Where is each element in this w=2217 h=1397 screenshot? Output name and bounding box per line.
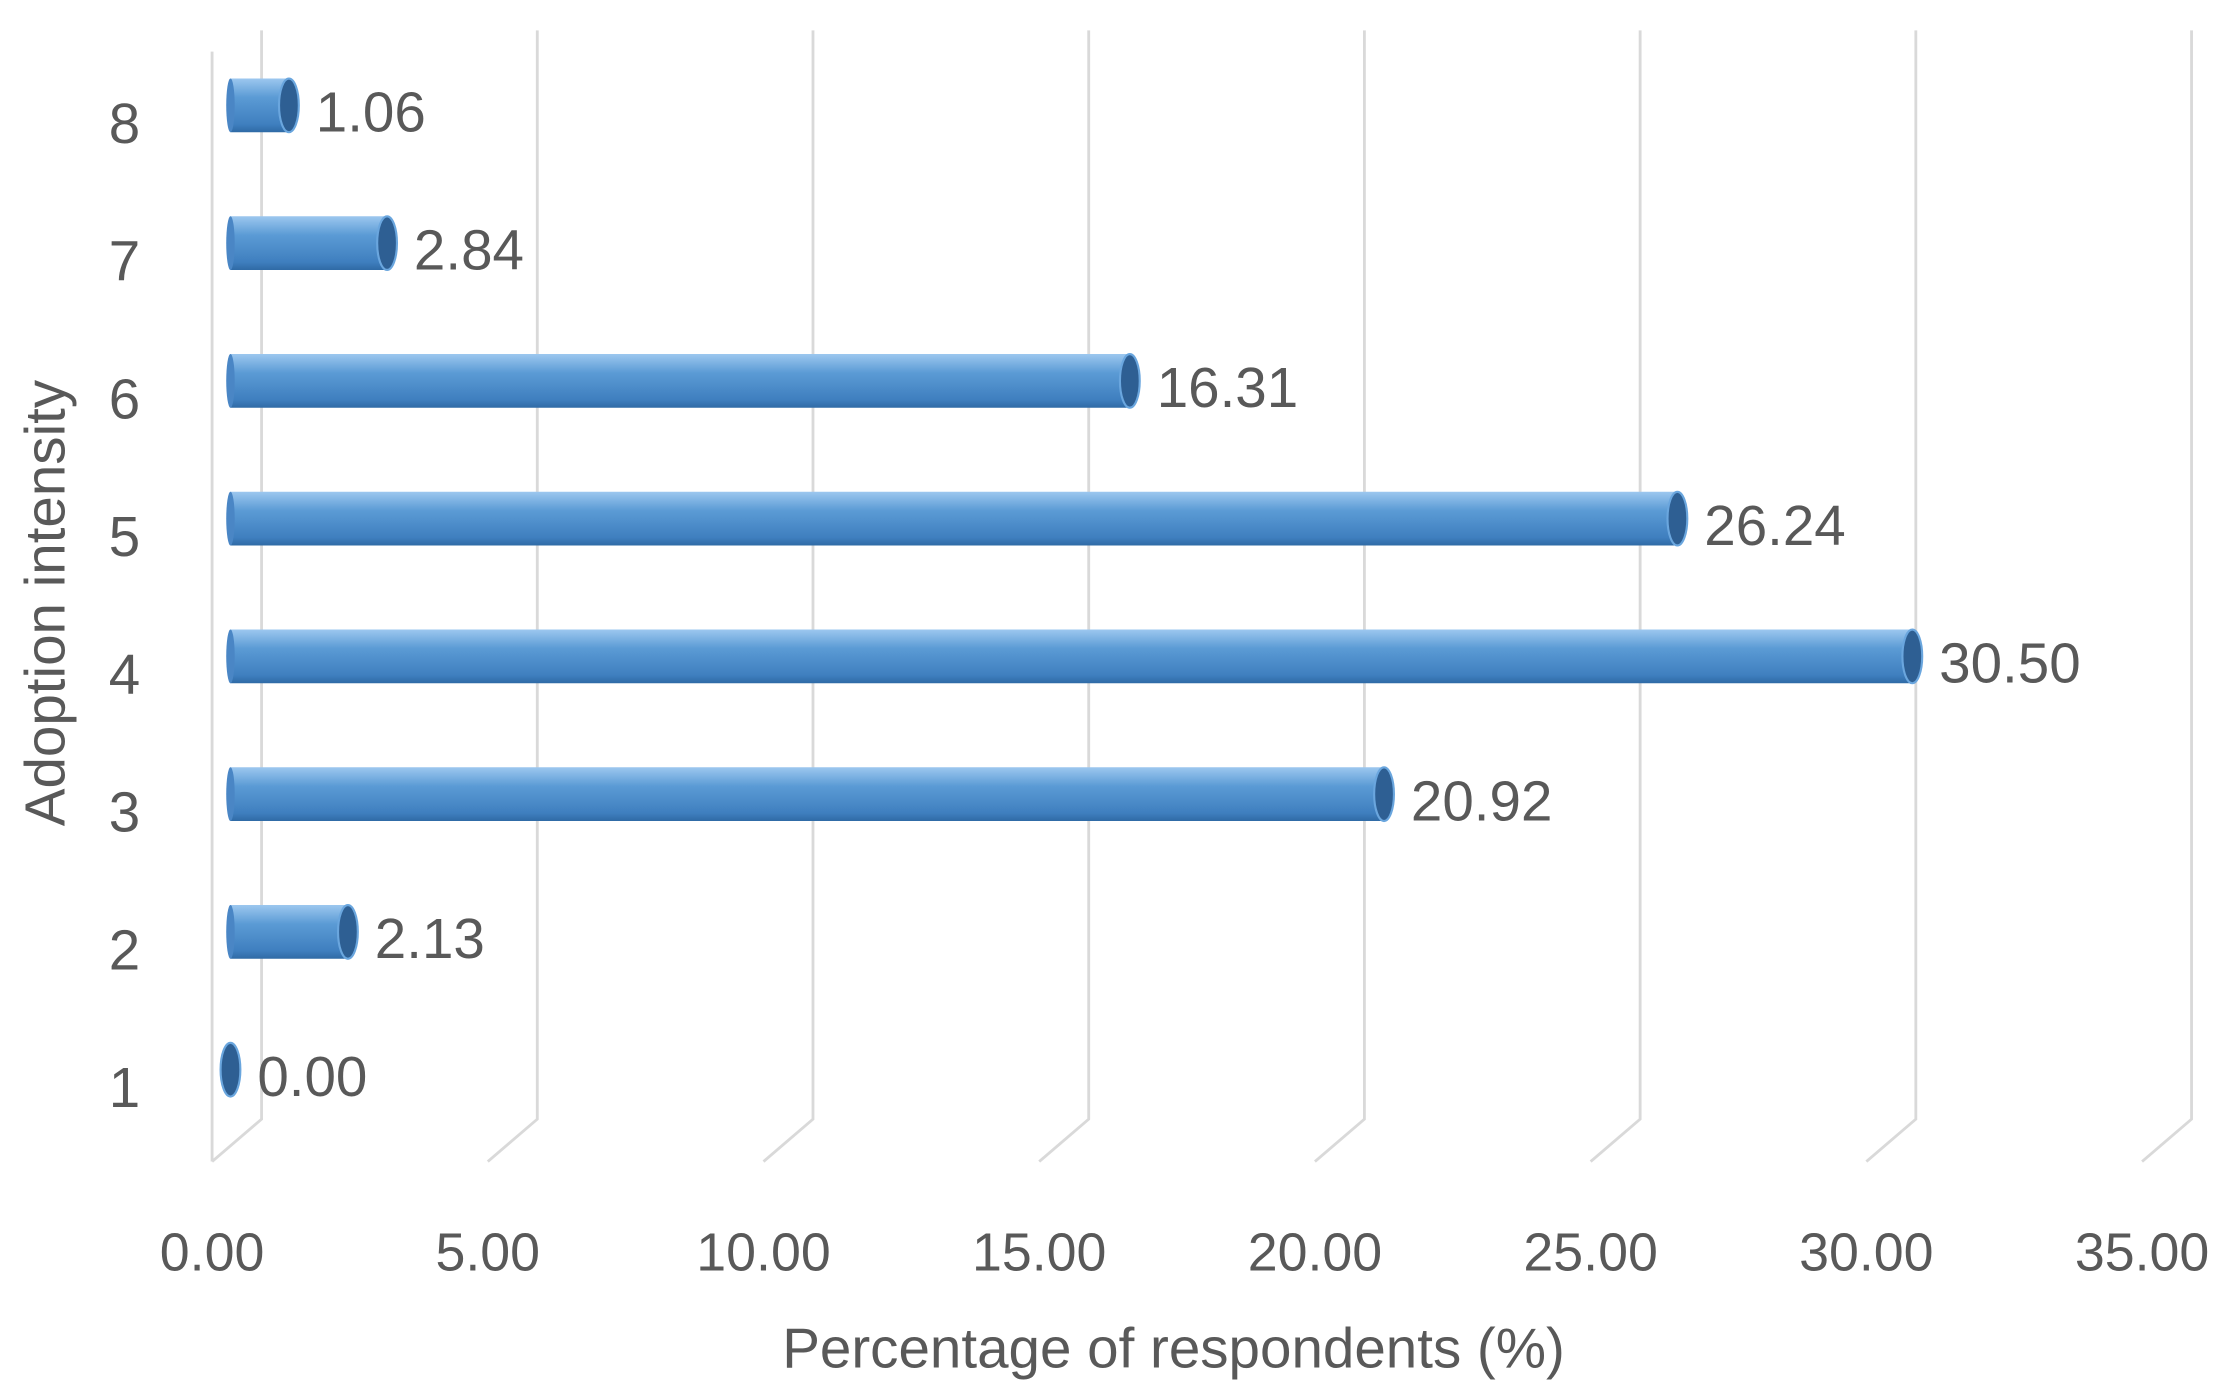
bar bbox=[226, 766, 1395, 823]
value-label: 20.92 bbox=[1411, 769, 1553, 832]
value-label: 26.24 bbox=[1704, 494, 1846, 557]
bar-end-cap bbox=[219, 1041, 242, 1098]
grid-line bbox=[1038, 30, 1091, 1163]
bar-body bbox=[230, 491, 1678, 546]
value-label: 2.84 bbox=[414, 218, 524, 281]
value-label: 0.00 bbox=[257, 1045, 367, 1108]
bar-start-cap bbox=[226, 216, 235, 270]
grid-line bbox=[1314, 30, 1366, 1163]
grid-line bbox=[486, 30, 539, 1163]
bar bbox=[226, 628, 1924, 685]
x-axis-title: Percentage of respondents (%) bbox=[782, 1316, 1565, 1379]
x-tick-label: 5.00 bbox=[436, 1222, 541, 1282]
bar bbox=[226, 215, 399, 272]
y-tick-label: 5 bbox=[109, 505, 140, 568]
bar bbox=[219, 1041, 242, 1098]
grid-line bbox=[1589, 30, 1642, 1163]
y-tick-label: 3 bbox=[109, 781, 140, 844]
bar-end-cap bbox=[1373, 766, 1395, 823]
bar-start-cap bbox=[226, 629, 235, 684]
bar-start-cap bbox=[226, 78, 235, 133]
bar bbox=[226, 77, 300, 134]
bar-start-cap bbox=[226, 491, 235, 546]
x-tick-label: 15.00 bbox=[972, 1222, 1106, 1282]
bar-body bbox=[230, 767, 1385, 822]
bar bbox=[226, 490, 1689, 547]
bar-end-cap bbox=[1666, 490, 1689, 547]
grid-line bbox=[2141, 30, 2193, 1163]
bar-end-cap bbox=[336, 903, 359, 960]
value-label: 2.13 bbox=[375, 907, 485, 970]
grid-line bbox=[762, 30, 815, 1163]
value-label: 1.06 bbox=[316, 81, 426, 144]
value-label: 16.31 bbox=[1157, 356, 1299, 419]
y-tick-label: 8 bbox=[109, 92, 140, 155]
x-tick-label: 0.00 bbox=[160, 1222, 265, 1282]
x-tick-label: 25.00 bbox=[1523, 1222, 1657, 1282]
value-label: 30.50 bbox=[1939, 632, 2081, 695]
bar-body bbox=[230, 78, 289, 133]
bar-start-cap bbox=[226, 905, 235, 959]
bar-body bbox=[230, 216, 388, 270]
x-tick-label: 20.00 bbox=[1248, 1222, 1382, 1282]
y-tick-label: 1 bbox=[109, 1056, 140, 1119]
bar-end-cap bbox=[1901, 628, 1924, 685]
y-tick-label: 6 bbox=[109, 367, 140, 430]
y-tick-label: 7 bbox=[109, 230, 140, 293]
bar-start-cap bbox=[226, 354, 235, 408]
grid-line bbox=[1865, 30, 1918, 1163]
bar bbox=[226, 903, 359, 960]
x-tick-label: 30.00 bbox=[1799, 1222, 1933, 1282]
y-tick-label: 4 bbox=[109, 643, 140, 706]
bar bbox=[226, 352, 1141, 409]
x-tick-label: 10.00 bbox=[696, 1222, 830, 1282]
x-tick-label: 35.00 bbox=[2075, 1222, 2209, 1282]
bar-body bbox=[230, 354, 1130, 408]
y-tick-label: 2 bbox=[109, 918, 140, 981]
bar-body bbox=[230, 629, 1913, 684]
y-axis-title: Adoption intensity bbox=[13, 379, 76, 826]
bar-end-cap bbox=[277, 77, 300, 134]
bar-start-cap bbox=[226, 767, 235, 822]
bar-end-cap bbox=[1118, 352, 1141, 409]
grid-line bbox=[211, 30, 263, 1163]
bar-body bbox=[230, 905, 348, 959]
bar-end-cap bbox=[376, 215, 399, 272]
